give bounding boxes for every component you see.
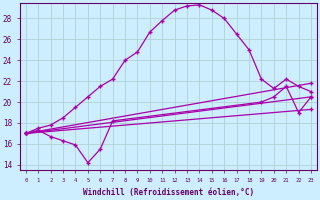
X-axis label: Windchill (Refroidissement éolien,°C): Windchill (Refroidissement éolien,°C)	[83, 188, 254, 197]
